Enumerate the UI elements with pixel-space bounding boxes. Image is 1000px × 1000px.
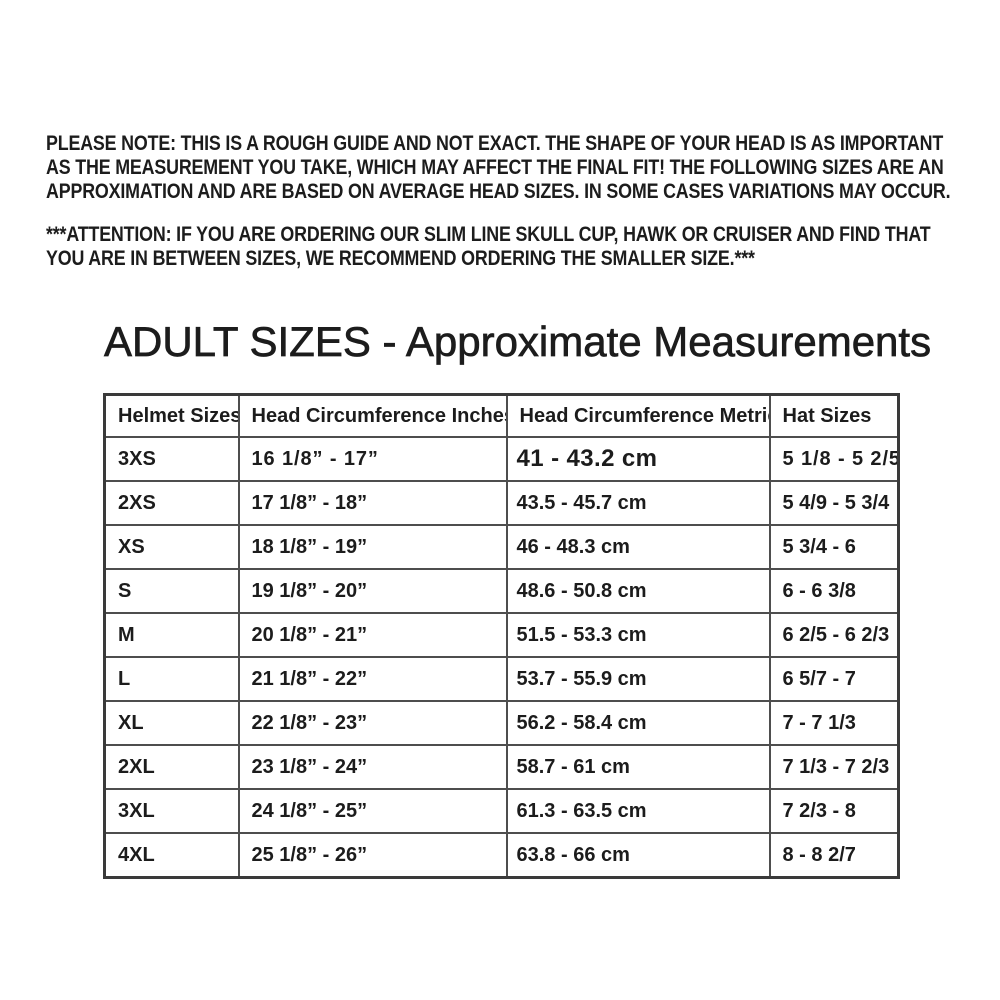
- page-title: ADULT SIZES - Approximate Measurements: [104, 318, 932, 366]
- cell-hat-size: 6 5/7 - 7: [768, 656, 900, 702]
- table-row: L 21 1/8” - 22” 53.7 - 55.9 cm 6 5/7 - 7: [103, 656, 900, 702]
- cell-helmet-size: S: [103, 568, 240, 614]
- please-note-paragraph: PLEASE NOTE: THIS IS A ROUGH GUIDE AND N…: [46, 132, 951, 203]
- table-row: S 19 1/8” - 20” 48.6 - 50.8 cm 6 - 6 3/8: [103, 568, 900, 614]
- cell-metric: 58.7 - 61 cm: [505, 744, 771, 790]
- cell-hat-size: 5 4/9 - 5 3/4: [768, 480, 900, 526]
- cell-inches: 19 1/8” - 20”: [237, 568, 508, 614]
- cell-hat-size: 7 - 7 1/3: [768, 700, 900, 746]
- cell-helmet-size: L: [103, 656, 240, 702]
- column-header-circumference-metric: Head Circumference Metric: [505, 393, 771, 438]
- column-header-helmet-sizes: Helmet Sizes: [103, 393, 240, 438]
- cell-hat-size: 8 - 8 2/7: [768, 832, 900, 879]
- attention-paragraph: ***ATTENTION: IF YOU ARE ORDERING OUR SL…: [46, 223, 931, 270]
- cell-inches: 20 1/8” - 21”: [237, 612, 508, 658]
- table-row: 2XL 23 1/8” - 24” 58.7 - 61 cm 7 1/3 - 7…: [103, 744, 900, 790]
- adult-sizes-table: Helmet Sizes Head Circumference Inches H…: [103, 393, 900, 879]
- column-header-circumference-inches: Head Circumference Inches: [237, 393, 508, 438]
- cell-inches: 24 1/8” - 25”: [237, 788, 508, 834]
- cell-helmet-size: XS: [103, 524, 240, 570]
- table-row: XL 22 1/8” - 23” 56.2 - 58.4 cm 7 - 7 1/…: [103, 700, 900, 746]
- cell-hat-size: 5 3/4 - 6: [768, 524, 900, 570]
- cell-metric: 61.3 - 63.5 cm: [505, 788, 771, 834]
- cell-hat-size: 7 1/3 - 7 2/3: [768, 744, 900, 790]
- cell-metric: 53.7 - 55.9 cm: [505, 656, 771, 702]
- cell-inches: 21 1/8” - 22”: [237, 656, 508, 702]
- table-row: XS 18 1/8” - 19” 46 - 48.3 cm 5 3/4 - 6: [103, 524, 900, 570]
- cell-hat-size: 6 - 6 3/8: [768, 568, 900, 614]
- table-row: 3XS 16 1/8” - 17” 41 - 43.2 cm 5 1/8 - 5…: [103, 436, 900, 482]
- column-header-hat-sizes: Hat Sizes: [768, 393, 900, 438]
- cell-inches: 25 1/8” - 26”: [237, 832, 508, 879]
- cell-metric: 63.8 - 66 cm: [505, 832, 771, 879]
- cell-metric: 41 - 43.2 cm: [505, 436, 771, 482]
- cell-inches: 16 1/8” - 17”: [237, 436, 508, 482]
- cell-helmet-size: 2XS: [103, 480, 240, 526]
- cell-metric: 43.5 - 45.7 cm: [505, 480, 771, 526]
- cell-helmet-size: 4XL: [103, 832, 240, 879]
- table-row: 2XS 17 1/8” - 18” 43.5 - 45.7 cm 5 4/9 -…: [103, 480, 900, 526]
- cell-metric: 51.5 - 53.3 cm: [505, 612, 771, 658]
- cell-inches: 18 1/8” - 19”: [237, 524, 508, 570]
- cell-helmet-size: M: [103, 612, 240, 658]
- table-row: M 20 1/8” - 21” 51.5 - 53.3 cm 6 2/5 - 6…: [103, 612, 900, 658]
- cell-inches: 17 1/8” - 18”: [237, 480, 508, 526]
- table-row: 4XL 25 1/8” - 26” 63.8 - 66 cm 8 - 8 2/7: [103, 832, 900, 879]
- cell-metric: 56.2 - 58.4 cm: [505, 700, 771, 746]
- cell-hat-size: 6 2/5 - 6 2/3: [768, 612, 900, 658]
- cell-metric: 46 - 48.3 cm: [505, 524, 771, 570]
- cell-helmet-size: XL: [103, 700, 240, 746]
- table-row: 3XL 24 1/8” - 25” 61.3 - 63.5 cm 7 2/3 -…: [103, 788, 900, 834]
- cell-hat-size: 7 2/3 - 8: [768, 788, 900, 834]
- cell-helmet-size: 2XL: [103, 744, 240, 790]
- cell-inches: 23 1/8” - 24”: [237, 744, 508, 790]
- table-header-row: Helmet Sizes Head Circumference Inches H…: [103, 393, 900, 438]
- cell-helmet-size: 3XL: [103, 788, 240, 834]
- cell-inches: 22 1/8” - 23”: [237, 700, 508, 746]
- cell-helmet-size: 3XS: [103, 436, 240, 482]
- cell-metric: 48.6 - 50.8 cm: [505, 568, 771, 614]
- cell-hat-size: 5 1/8 - 5 2/5: [768, 436, 900, 482]
